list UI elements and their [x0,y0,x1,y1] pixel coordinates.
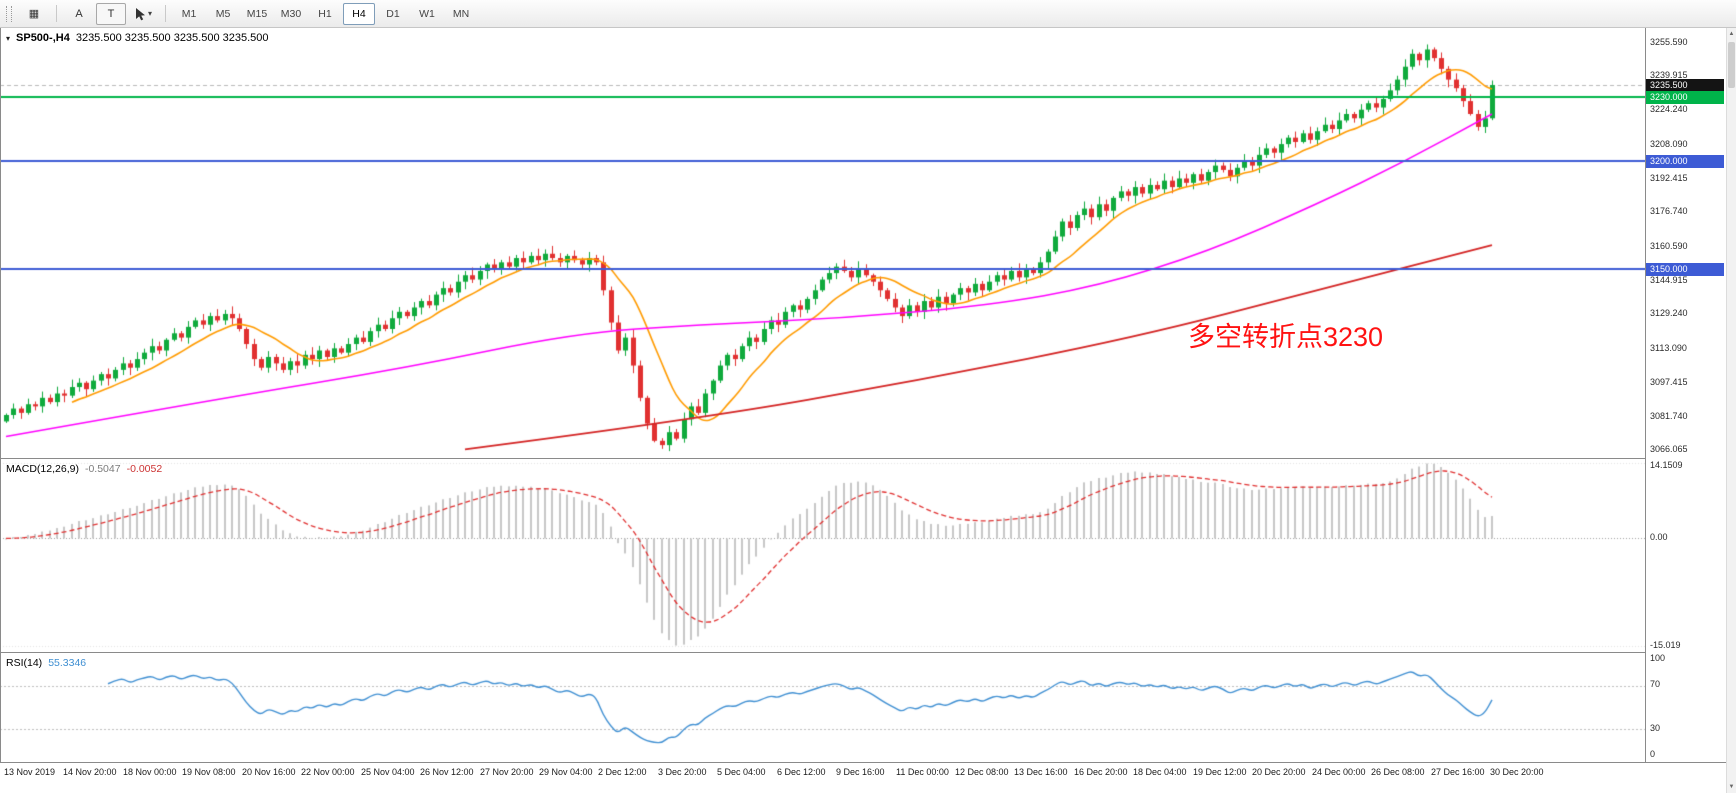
scroll-up-icon[interactable]: ▲ [1728,31,1735,37]
timeframe-button-m1[interactable]: M1 [181,7,197,20]
time-axis-label: 3 Dec 20:00 [658,767,707,777]
time-axis-label: 2 Dec 12:00 [598,767,647,777]
chart-text-annotation[interactable]: 多空转折点3230 [1188,322,1384,352]
macd-title: MACD(12,26,9) -0.5047 -0.0052 [6,463,162,475]
price-axis-label: 3066.065 [1650,444,1688,454]
time-axis-label: 20 Nov 16:00 [242,767,296,777]
timeframe-button-w1[interactable]: W1 [419,7,435,20]
price-badge: 3200.000 [1646,155,1724,168]
rsi-name-label: RSI(14) [6,657,43,669]
text-tool-button[interactable]: T [96,2,126,25]
rsi-canvas[interactable] [0,653,1645,762]
scroll-down-icon[interactable]: ▼ [1728,784,1735,790]
price-badge: 3230.000 [1646,91,1724,104]
timeframe-button-mn[interactable]: MN [452,7,470,20]
rsi-axis-100: 100 [1650,653,1666,663]
time-axis-label: 26 Nov 12:00 [420,767,474,777]
price-axis: 3255.590 3239.915 3224.240 3208.090 3192.415… [1646,28,1726,458]
price-badge: 3150.000 [1646,263,1724,276]
price-chart-canvas[interactable] [0,28,1645,458]
price-axis-label: 3255.590 [1650,37,1688,47]
time-axis-label: 6 Dec 12:00 [777,767,826,777]
grid-icon[interactable]: ▦ [28,8,40,20]
price-axis-label: 3144.915 [1650,275,1688,285]
price-axis-label: 3192.415 [1650,173,1688,183]
main-chart-panel: ▾ SP500-,H4 3235.500 3235.500 3235.500 3… [0,28,1645,458]
timeframe-button-m30[interactable]: M30 [280,7,302,20]
price-axis-label: 3176.740 [1650,206,1688,216]
time-axis-label: 22 Nov 00:00 [301,767,355,777]
price-axis-label: 3160.590 [1650,241,1688,251]
time-axis-label: 27 Dec 16:00 [1431,767,1485,777]
rsi-axis-70: 70 [1650,679,1661,689]
time-axis-label: 29 Nov 04:00 [539,767,593,777]
annotation-a-button[interactable]: A [75,7,83,20]
timeframe-button-h4[interactable]: H4 [343,2,375,25]
time-axis-label: 20 Dec 20:00 [1252,767,1306,777]
macd-axis-max: 14.1509 [1650,460,1683,470]
timeframe-button-d1[interactable]: D1 [386,7,400,20]
timeframe-button-m15[interactable]: M15 [246,7,268,20]
time-axis-label: 26 Dec 08:00 [1371,767,1425,777]
price-axis-label: 3239.915 [1650,70,1688,80]
macd-name-label: MACD(12,26,9) [6,463,79,475]
scrollbar-thumb[interactable] [1728,42,1735,88]
chart-left-border [0,28,1,762]
time-axis: 13 Nov 2019 14 Nov 20:00 18 Nov 00:00 19 No… [0,762,1736,793]
price-axis-label: 3224.240 [1650,104,1688,114]
chart-ohlc-label: 3235.500 3235.500 3235.500 3235.500 [75,32,269,44]
macd-axis: 14.1509 0.00 -15.019 [1646,458,1726,652]
macd-signal-value: -0.0052 [126,463,163,475]
time-axis-label: 16 Dec 20:00 [1074,767,1128,777]
macd-main-value: -0.5047 [84,463,121,475]
macd-panel: MACD(12,26,9) -0.5047 -0.0052 [0,458,1645,652]
toolbar-drag-handle[interactable] [6,5,12,22]
rsi-title: RSI(14) 55.3346 [6,657,86,669]
price-axis-label: 3113.090 [1650,343,1687,353]
time-axis-label: 19 Dec 12:00 [1193,767,1247,777]
price-axis-label: 3129.240 [1650,308,1688,318]
timeframe-button-group: M1 M5 M15 M30 H1 H4 D1 W1 MN [173,2,477,25]
time-axis-label: 13 Nov 2019 [4,767,56,777]
price-badge: 3235.500 [1646,79,1724,92]
vertical-scrollbar[interactable]: ▲ ▼ [1726,28,1736,793]
cursor-icon [135,7,145,20]
price-axis-label: 3208.090 [1650,139,1688,149]
time-axis-label: 18 Nov 00:00 [123,767,177,777]
time-axis-label: 9 Dec 16:00 [836,767,885,777]
time-axis-label: 24 Dec 00:00 [1312,767,1366,777]
macd-canvas[interactable] [0,459,1645,652]
rsi-value: 55.3346 [48,657,87,669]
chevron-down-icon: ▾ [147,9,152,18]
toolbar-separator [56,5,57,22]
rsi-axis-30: 30 [1650,723,1661,733]
time-axis-label: 5 Dec 04:00 [717,767,766,777]
time-axis-label: 30 Dec 20:00 [1490,767,1544,777]
time-axis-label: 18 Dec 04:00 [1133,767,1187,777]
chart-symbol-label: SP500-,H4 [16,32,70,44]
cursor-tool-button[interactable]: ▾ [128,3,158,25]
time-axis-label: 27 Nov 20:00 [480,767,534,777]
timeframe-button-h1[interactable]: H1 [318,7,332,20]
time-axis-label: 11 Dec 00:00 [896,767,949,777]
toolbar: ▦ A T ▾ M1 M5 M15 M30 H1 H4 D1 W1 MN [0,0,1736,28]
chart-title: ▾ SP500-,H4 3235.500 3235.500 3235.500 3… [6,32,269,44]
price-axis-label: 3081.740 [1650,411,1688,421]
price-axis-label: 3097.415 [1650,377,1688,387]
toolbar-separator [165,5,166,22]
rsi-axis: 100 70 30 0 [1646,652,1726,762]
macd-axis-zero: 0.00 [1650,532,1668,542]
chart-dropdown-icon[interactable]: ▾ [6,33,11,43]
time-axis-label: 14 Nov 20:00 [63,767,117,777]
rsi-axis-0: 0 [1650,749,1656,759]
price-axis-line [1645,28,1646,762]
macd-axis-min: -15.019 [1650,640,1681,650]
time-axis-label: 19 Nov 08:00 [182,767,236,777]
time-axis-label: 12 Dec 08:00 [955,767,1009,777]
time-axis-label: 25 Nov 04:00 [361,767,415,777]
rsi-panel: RSI(14) 55.3346 [0,652,1645,762]
time-axis-label: 13 Dec 16:00 [1014,767,1068,777]
timeframe-button-m5[interactable]: M5 [215,7,231,20]
